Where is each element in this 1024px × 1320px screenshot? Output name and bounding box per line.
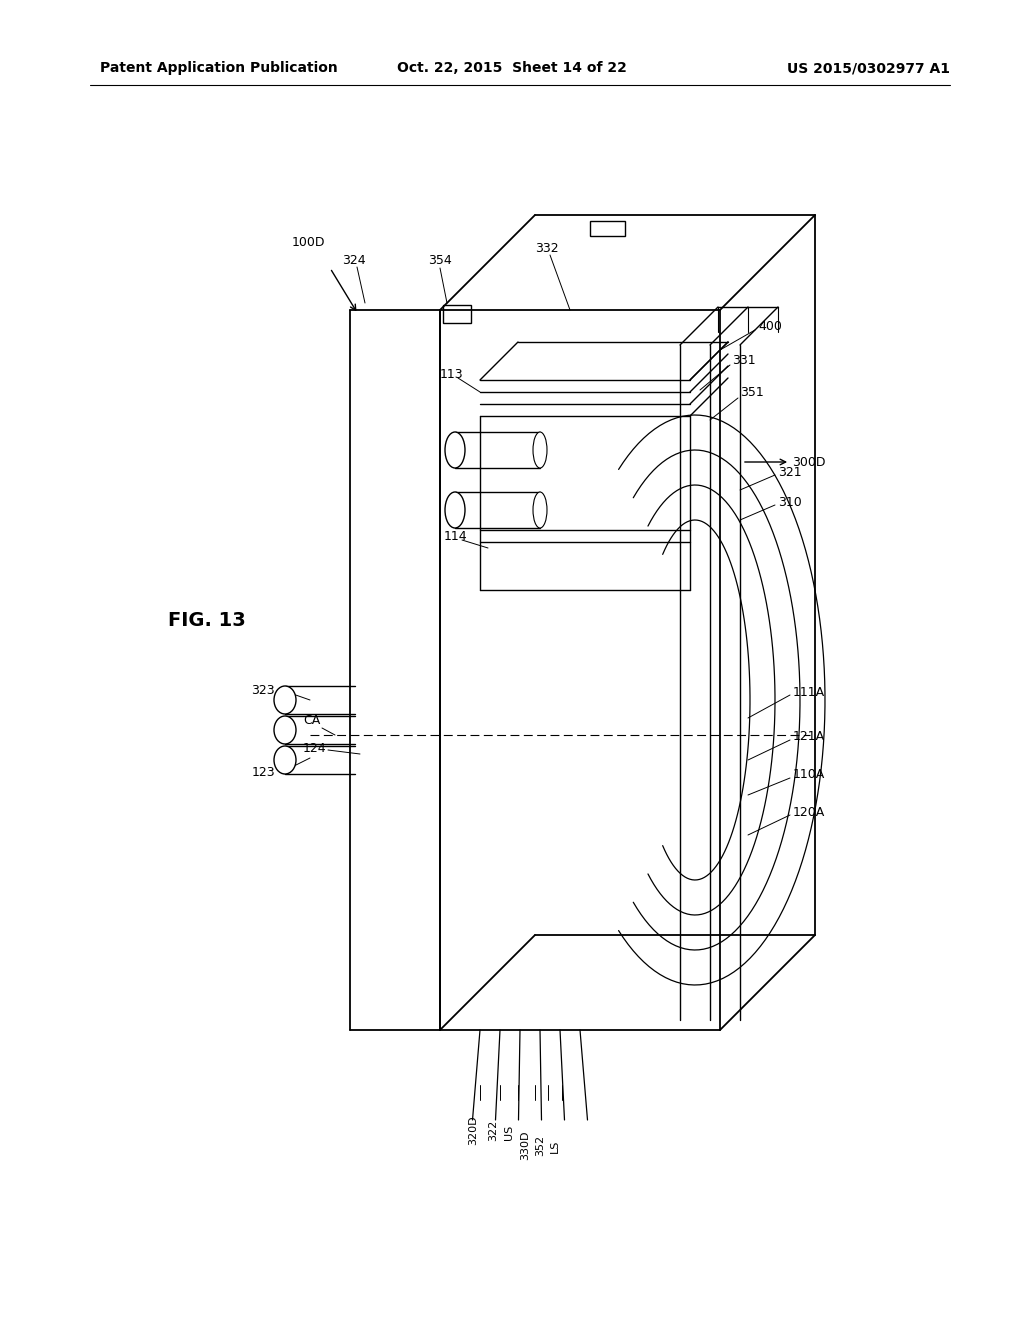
Text: 354: 354 — [428, 253, 452, 267]
Ellipse shape — [534, 492, 547, 528]
Text: 110A: 110A — [793, 768, 825, 781]
Text: 400: 400 — [758, 319, 782, 333]
Text: 351: 351 — [740, 387, 764, 400]
Ellipse shape — [274, 746, 296, 774]
Text: 114: 114 — [444, 529, 468, 543]
Text: 332: 332 — [535, 242, 559, 255]
Ellipse shape — [274, 686, 296, 714]
Text: 124: 124 — [303, 742, 327, 755]
Text: 323: 323 — [251, 684, 275, 697]
Text: CA: CA — [303, 714, 321, 726]
Text: 111A: 111A — [793, 685, 825, 698]
Ellipse shape — [445, 432, 465, 469]
Ellipse shape — [274, 715, 296, 744]
Text: 310: 310 — [778, 495, 802, 508]
Text: FIG. 13: FIG. 13 — [168, 610, 246, 630]
Text: 100D: 100D — [292, 235, 326, 248]
Text: 331: 331 — [732, 354, 756, 367]
Text: Patent Application Publication: Patent Application Publication — [100, 61, 338, 75]
Text: 113: 113 — [440, 367, 464, 380]
Text: Oct. 22, 2015  Sheet 14 of 22: Oct. 22, 2015 Sheet 14 of 22 — [397, 61, 627, 75]
Text: 123: 123 — [251, 766, 275, 779]
Bar — [590, 220, 625, 236]
Ellipse shape — [534, 432, 547, 469]
Text: 121A: 121A — [793, 730, 825, 743]
Text: LS: LS — [550, 1140, 560, 1154]
Text: 300D: 300D — [792, 455, 825, 469]
Text: 330D: 330D — [520, 1130, 530, 1159]
Text: 322: 322 — [488, 1119, 498, 1142]
Text: US 2015/0302977 A1: US 2015/0302977 A1 — [787, 61, 950, 75]
Text: US: US — [504, 1125, 514, 1140]
Text: 352: 352 — [535, 1135, 545, 1156]
Text: 321: 321 — [778, 466, 802, 479]
Ellipse shape — [445, 492, 465, 528]
Text: 120A: 120A — [793, 805, 825, 818]
Bar — [443, 305, 471, 323]
Text: 324: 324 — [342, 253, 366, 267]
Text: 320D: 320D — [468, 1115, 478, 1144]
